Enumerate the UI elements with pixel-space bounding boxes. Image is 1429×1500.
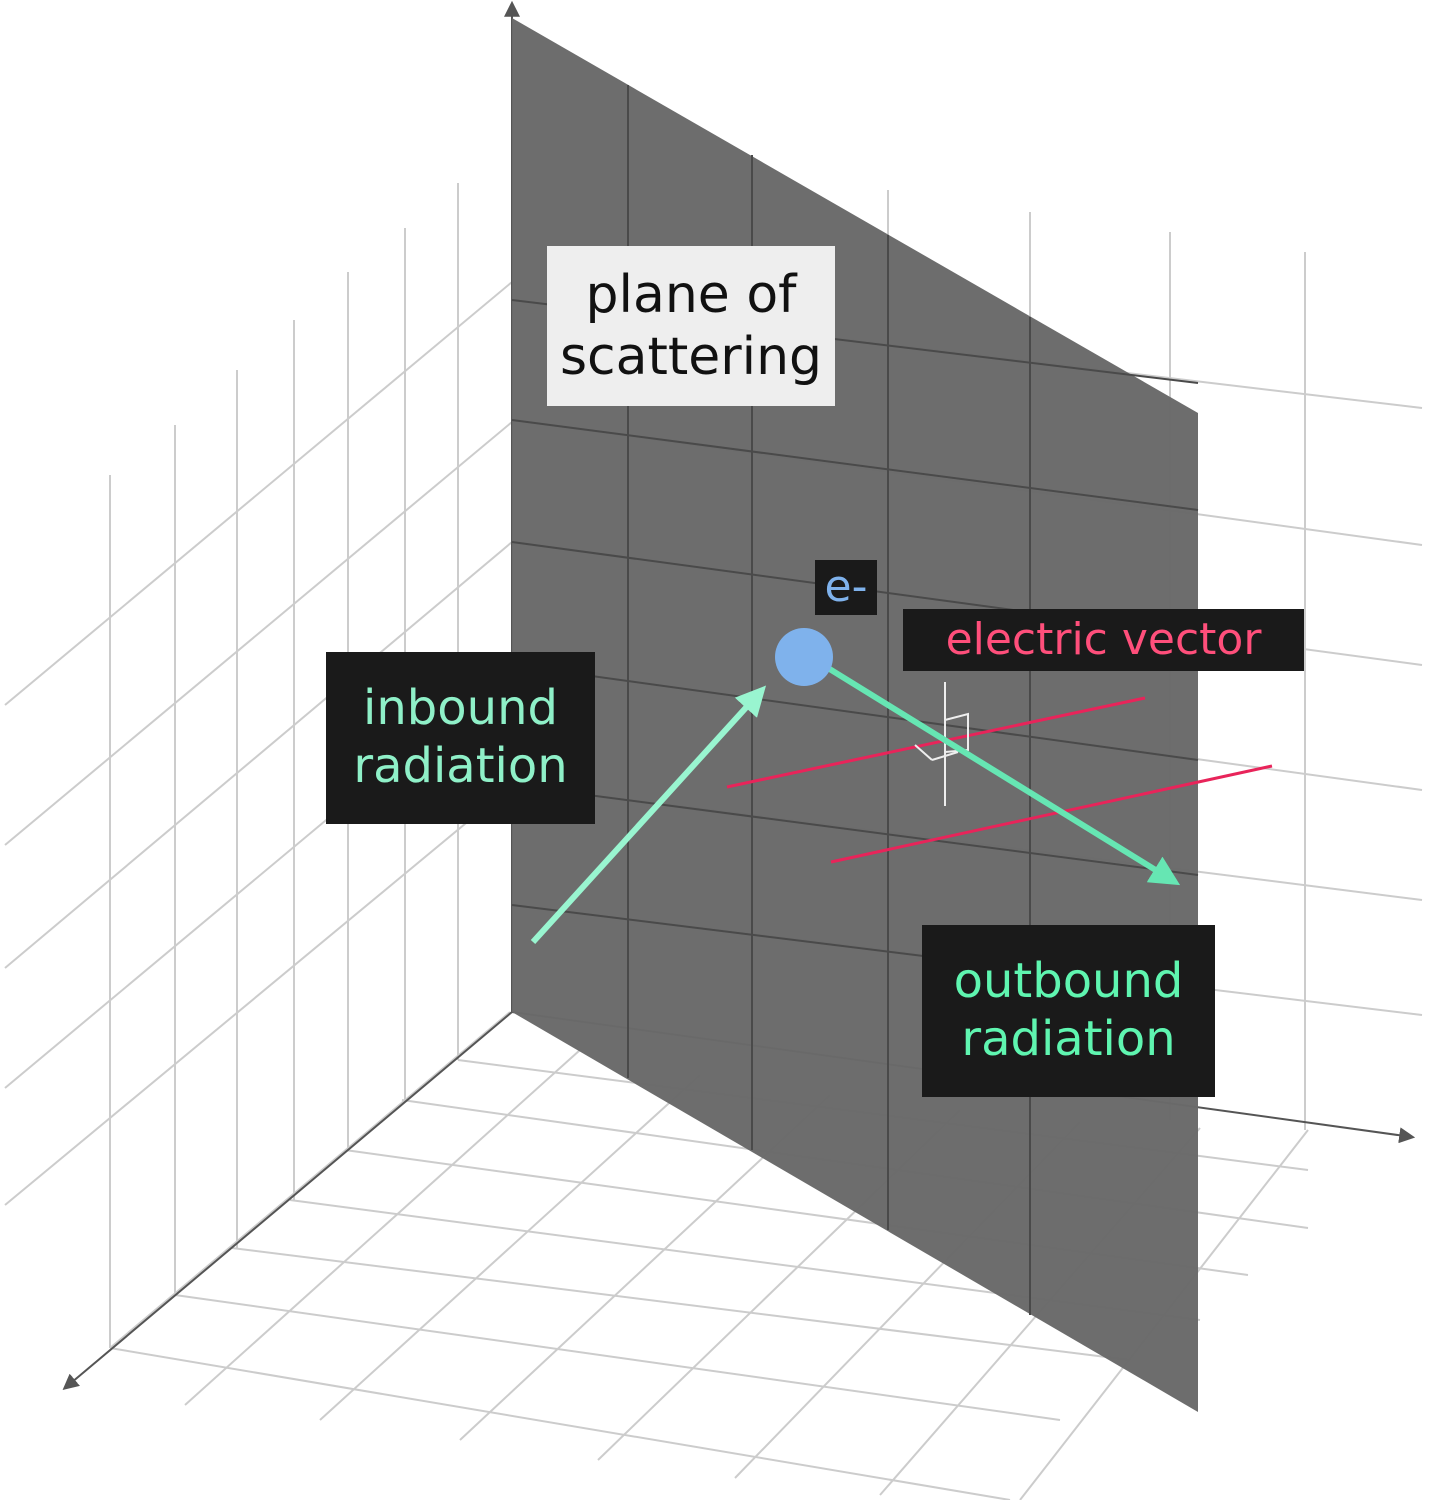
plane-surface xyxy=(512,18,1198,1412)
outbound-label-text: outbound radiation xyxy=(953,953,1184,1067)
inbound-label: inbound radiation xyxy=(326,652,595,824)
plane-label: plane of scattering xyxy=(547,246,835,406)
electron-label-text: e- xyxy=(824,561,868,613)
inbound-arrow xyxy=(530,685,767,945)
electric-vector-line-2 xyxy=(830,764,1273,864)
electron-label: e- xyxy=(815,560,877,615)
electric-vector-label-text: electric vector xyxy=(945,613,1262,665)
scattering-plane xyxy=(511,18,1199,1412)
outbound-arrow xyxy=(813,657,1181,886)
left-wall-grid xyxy=(4,183,513,1348)
outbound-label: outbound radiation xyxy=(922,925,1215,1097)
inbound-label-text: inbound radiation xyxy=(353,680,568,794)
plane-label-text: plane of scattering xyxy=(559,264,823,387)
electric-vector-line-1 xyxy=(726,696,1146,789)
perpendicular-marker xyxy=(914,682,969,806)
electric-vector xyxy=(726,696,1273,864)
x-axis xyxy=(62,1011,513,1391)
electron-dot xyxy=(775,628,833,686)
electric-vector-label: electric vector xyxy=(903,609,1304,671)
